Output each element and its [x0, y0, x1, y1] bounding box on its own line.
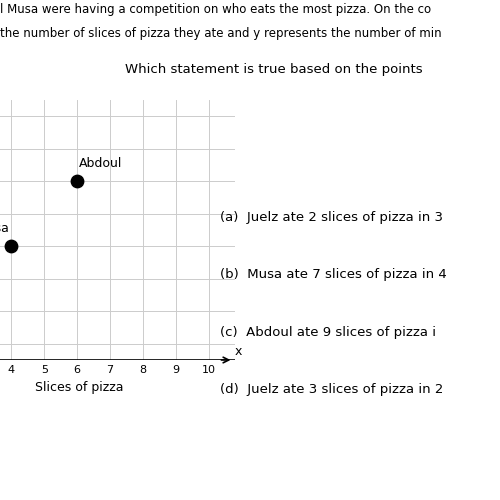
Text: Slices of pizza: Slices of pizza — [35, 381, 123, 394]
Text: l Musa were having a competition on who eats the most pizza. On the co: l Musa were having a competition on who … — [0, 2, 431, 16]
Text: (a)  Juelz ate 2 slices of pizza in 3: (a) Juelz ate 2 slices of pizza in 3 — [220, 211, 443, 224]
Text: x: x — [235, 346, 242, 358]
Text: the number of slices of pizza they ate and y represents the number of min: the number of slices of pizza they ate a… — [0, 28, 442, 40]
Text: Which statement is true based on the points: Which statement is true based on the poi… — [125, 64, 422, 76]
Text: (c)  Abdoul ate 9 slices of pizza i: (c) Abdoul ate 9 slices of pizza i — [220, 326, 436, 338]
Point — [73, 177, 81, 185]
Point — [8, 242, 16, 250]
Text: Musa: Musa — [0, 222, 10, 235]
Text: (b)  Musa ate 7 slices of pizza in 4: (b) Musa ate 7 slices of pizza in 4 — [220, 268, 447, 281]
Text: (d)  Juelz ate 3 slices of pizza in 2: (d) Juelz ate 3 slices of pizza in 2 — [220, 383, 444, 396]
Text: Abdoul: Abdoul — [79, 157, 122, 170]
